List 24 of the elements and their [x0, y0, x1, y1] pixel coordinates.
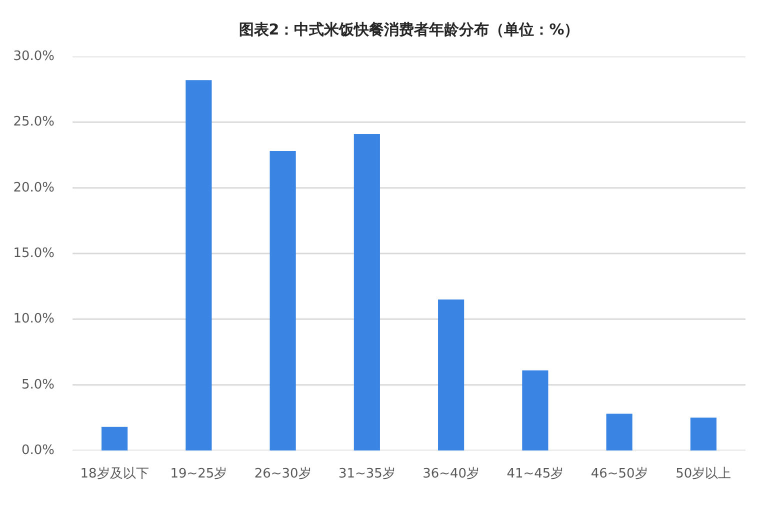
chart-title: 图表2：中式米饭快餐消费者年龄分布（单位：%） — [238, 20, 580, 38]
bar — [186, 80, 212, 450]
y-tick-label: 15.0% — [13, 246, 55, 261]
x-tick-label: 50岁以上 — [676, 466, 732, 482]
x-tick-label: 26~30岁 — [254, 466, 312, 482]
x-tick-label: 19~25岁 — [170, 466, 228, 482]
bar — [270, 151, 296, 450]
x-tick-label: 36~40岁 — [422, 466, 480, 482]
x-tick-label: 41~45岁 — [506, 466, 564, 482]
bar — [354, 134, 380, 450]
y-tick-label: 30.0% — [13, 49, 55, 64]
y-tick-label: 0.0% — [21, 443, 55, 458]
bar — [690, 418, 716, 450]
bar — [438, 299, 464, 450]
bar — [102, 426, 128, 450]
y-tick-label: 25.0% — [13, 114, 55, 130]
x-tick-label: 46~50岁 — [590, 466, 648, 482]
y-tick-label: 10.0% — [13, 312, 55, 327]
y-tick-label: 5.0% — [21, 377, 55, 392]
bar — [522, 370, 548, 450]
y-tick-label: 20.0% — [13, 180, 55, 196]
x-tick-label: 31~35岁 — [338, 466, 396, 482]
bar — [606, 414, 632, 450]
x-tick-label: 18岁及以下 — [80, 466, 149, 482]
